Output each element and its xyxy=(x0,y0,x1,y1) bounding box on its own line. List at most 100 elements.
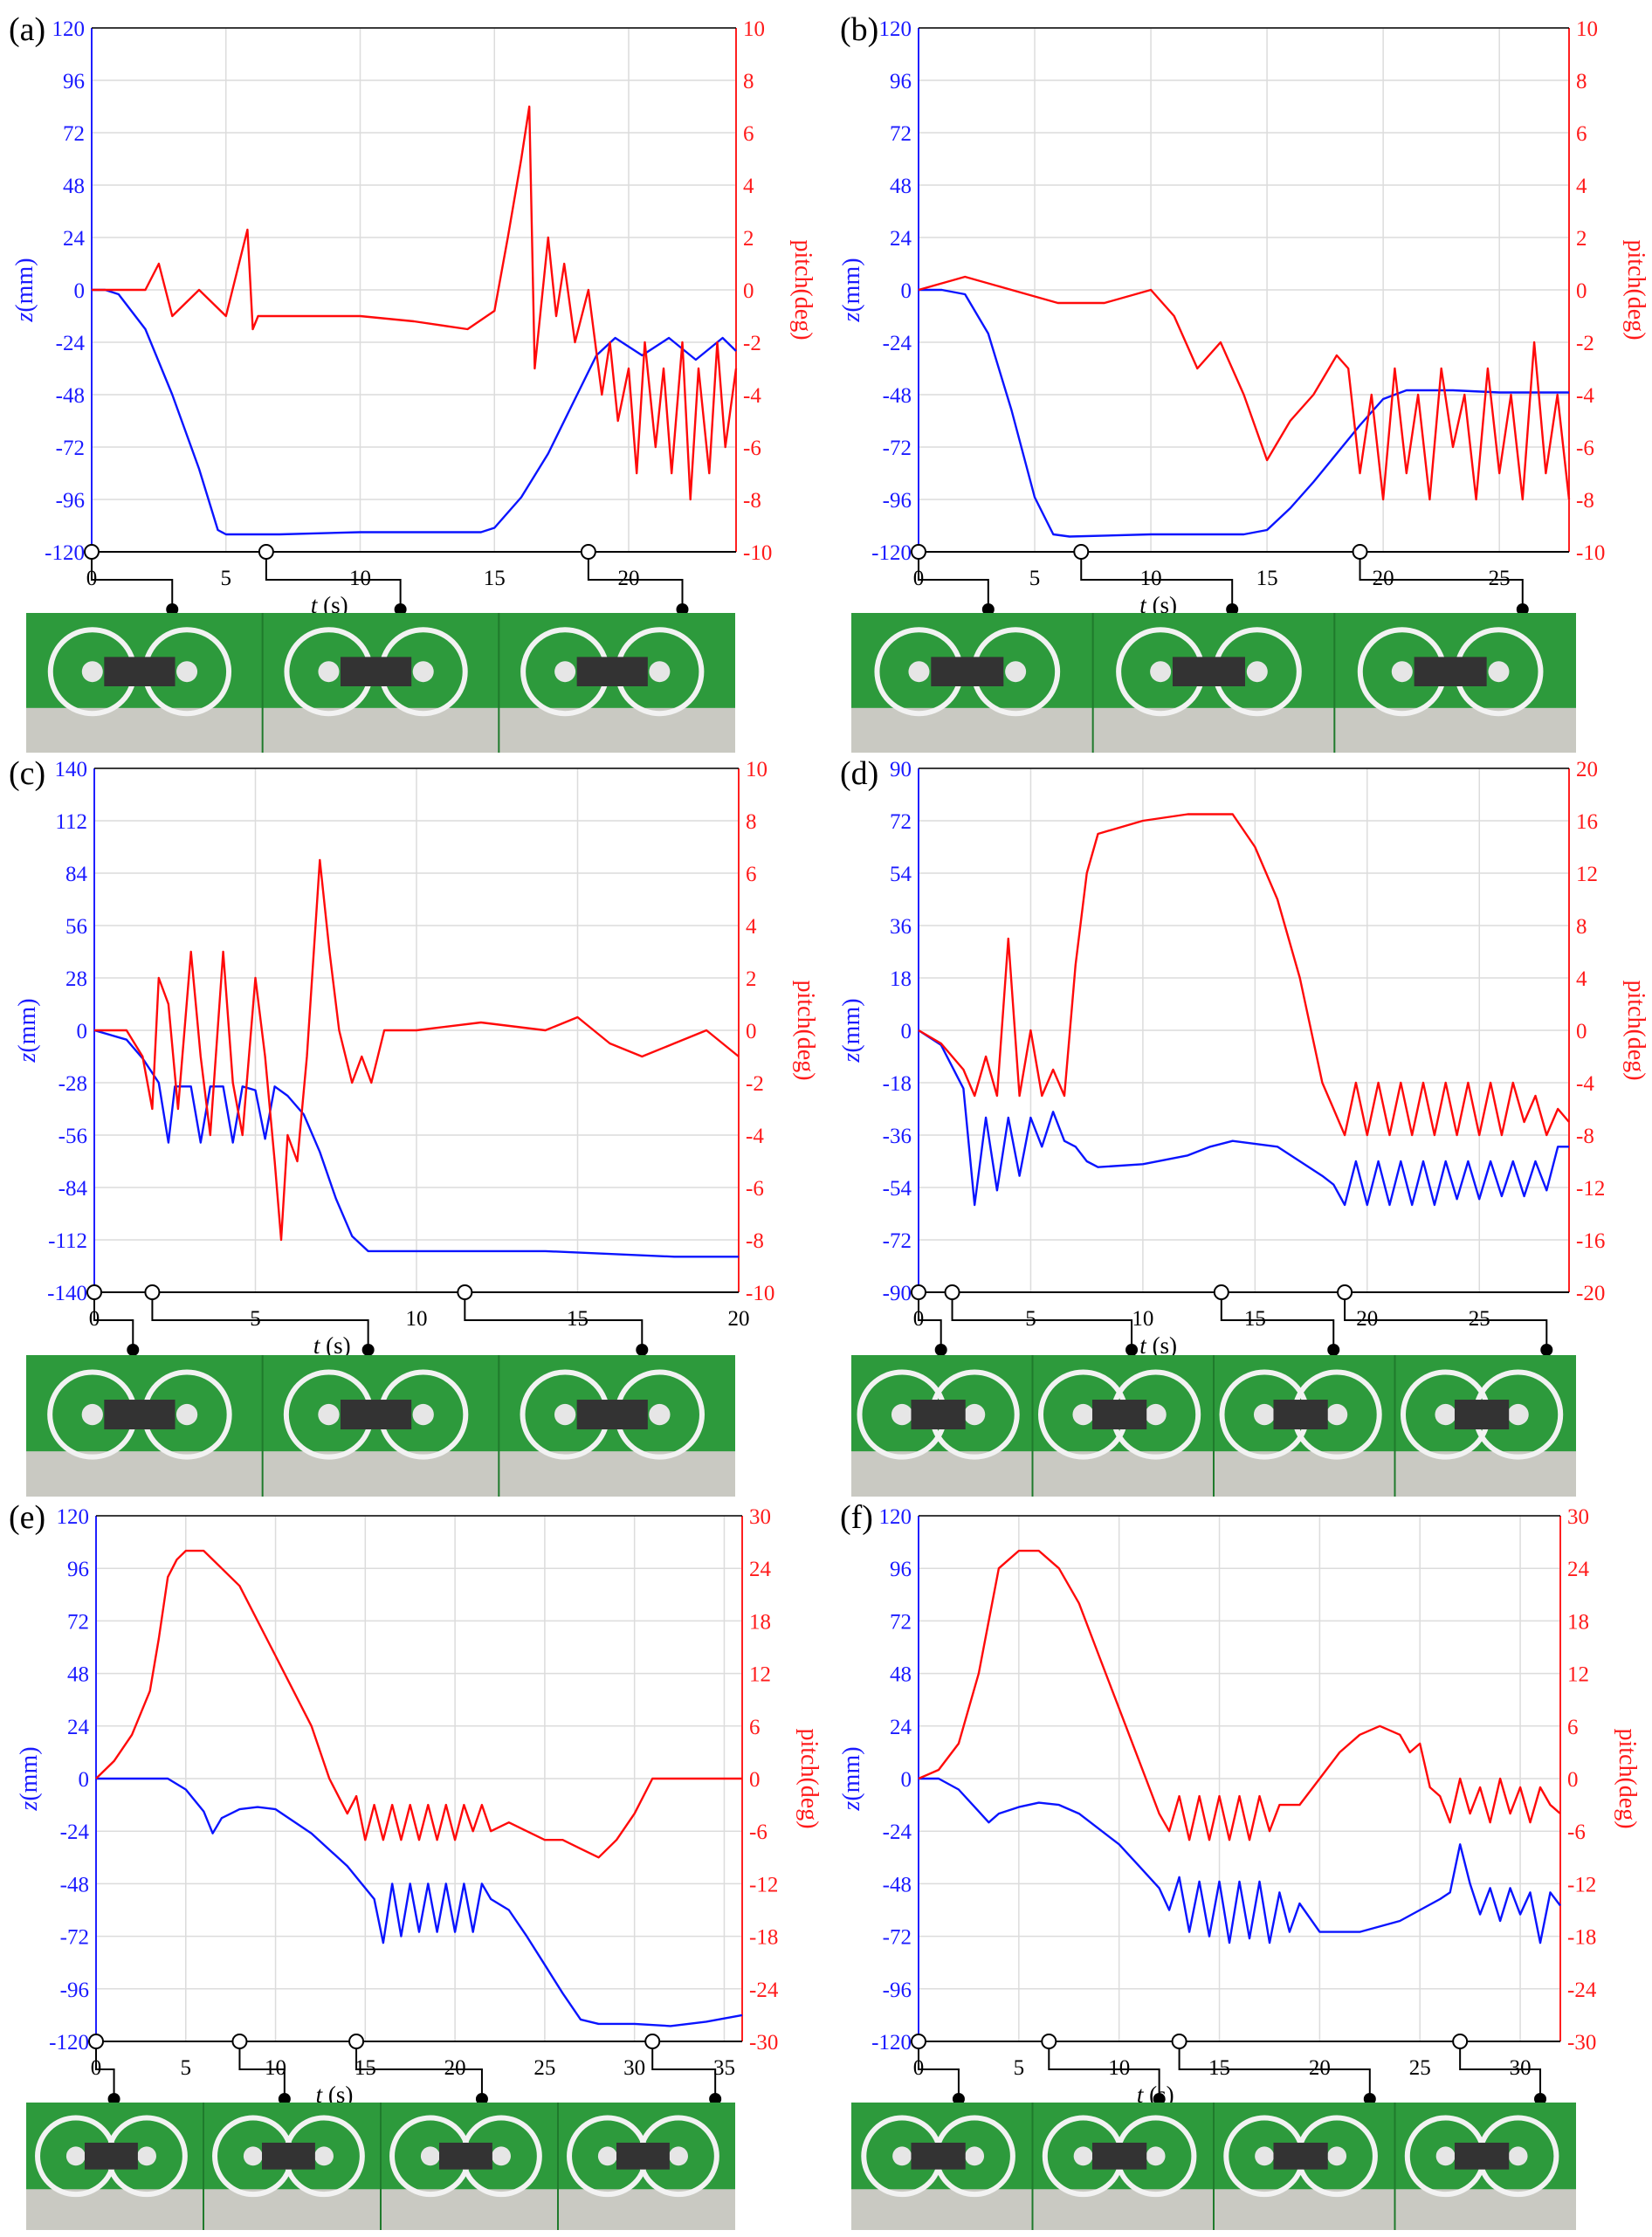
y-tick-left-label: 72 xyxy=(890,1610,912,1634)
marker-bracket xyxy=(1048,2048,1160,2099)
marker-filled-dot xyxy=(636,1344,649,1356)
marker-open-circle xyxy=(231,2034,248,2049)
marker-open-circle xyxy=(644,2034,661,2049)
x-tick-label: 5 xyxy=(1025,1307,1036,1331)
y-tick-left-label: 36 xyxy=(890,915,912,939)
y-axis-title-right: pitch(deg) xyxy=(792,980,819,1080)
y-axis-title-left-var: z xyxy=(16,1801,43,1812)
y-tick-right-label: 8 xyxy=(743,70,754,93)
marker-bracket xyxy=(95,2048,115,2099)
robot-body xyxy=(340,657,412,686)
x-axis-title-var: t xyxy=(1139,1332,1147,1359)
robot-hub xyxy=(908,661,930,683)
robot-body xyxy=(911,2142,966,2170)
marker-open-circle xyxy=(911,2034,926,2049)
marker-bracket xyxy=(91,559,174,609)
y-axis-title-left-var: z xyxy=(14,1053,41,1063)
x-tick-label: 35 xyxy=(713,2056,735,2080)
photo-strip-floor xyxy=(26,1451,735,1497)
y-tick-left-label: 120 xyxy=(879,1505,912,1529)
y-tick-left-label: 72 xyxy=(890,122,912,146)
y-tick-right-label: 18 xyxy=(1567,1610,1589,1634)
marker-open-circle xyxy=(84,544,100,560)
marker-bracket xyxy=(464,1299,644,1350)
y-tick-right-label: 12 xyxy=(1576,863,1598,886)
y-axis-title-left-var: z xyxy=(11,313,38,323)
marker-bracket xyxy=(1359,559,1524,609)
x-tick-label: 20 xyxy=(444,2056,466,2080)
photo-strip xyxy=(851,2103,1576,2230)
panel-label: (a) xyxy=(9,11,45,48)
marker-bracket xyxy=(1178,2048,1371,2099)
robot-body xyxy=(911,1400,966,1430)
x-tick-label: 15 xyxy=(1256,567,1278,590)
robot-hub xyxy=(554,661,576,683)
y-tick-left-label: 48 xyxy=(63,175,85,198)
panel-f: -120-96-72-48-24024487296120-30-24-18-12… xyxy=(838,1499,1641,2230)
y-tick-right-label: 4 xyxy=(743,175,754,198)
panel-label: (f) xyxy=(840,1499,873,1536)
y-tick-left-label: 24 xyxy=(67,1716,90,1739)
marker-open-circle xyxy=(1337,1284,1353,1300)
y-tick-right-label: 18 xyxy=(749,1610,771,1634)
panel-e: -120-96-72-48-24024487296120-30-24-18-12… xyxy=(9,1499,823,2230)
snapshot-markers xyxy=(911,2034,1547,2105)
y-axis-title-left: z(mm) xyxy=(838,998,865,1063)
y-tick-right-label: 4 xyxy=(746,915,757,939)
y-tick-left-label: -24 xyxy=(56,332,86,355)
robot-hub xyxy=(1072,1403,1094,1426)
y-tick-right-label: -10 xyxy=(1576,541,1605,565)
y-tick-left-label: -72 xyxy=(883,1926,912,1950)
robot-body xyxy=(104,1400,176,1430)
robot-hub xyxy=(1005,661,1027,683)
y-tick-right-label: -4 xyxy=(743,384,761,408)
y-tick-left-label: -96 xyxy=(56,489,85,513)
photo-strip xyxy=(851,1355,1576,1497)
y-axis-title-left-unit: (mm) xyxy=(14,998,41,1052)
marker-bracket xyxy=(951,1299,1133,1350)
x-tick-label: 20 xyxy=(1373,567,1394,590)
y-tick-left-label: -48 xyxy=(883,1873,912,1896)
grid-lines xyxy=(91,27,736,553)
x-tick-label: 30 xyxy=(623,2056,645,2080)
y-tick-left-label: 48 xyxy=(890,175,912,198)
y-tick-right-label: -6 xyxy=(746,1177,764,1201)
robot-body xyxy=(104,657,176,686)
marker-filled-dot xyxy=(934,1344,947,1356)
marker-bracket xyxy=(918,1299,942,1350)
y-tick-left-label: -90 xyxy=(883,1282,912,1305)
marker-bracket xyxy=(151,1299,369,1350)
robot-body xyxy=(340,1400,412,1430)
robot-hub xyxy=(1488,661,1510,683)
y-tick-left-label: 24 xyxy=(63,227,86,251)
snapshot-markers xyxy=(86,1284,649,1356)
y-tick-left-label: 72 xyxy=(63,122,85,146)
robot-hub xyxy=(81,1403,103,1426)
x-tick-label: 20 xyxy=(1356,1307,1378,1331)
y-tick-left-label: 54 xyxy=(890,863,912,886)
y-axis-title-right: pitch(deg) xyxy=(1614,1728,1641,1828)
marker-open-circle xyxy=(258,544,274,560)
y-tick-right-label: 6 xyxy=(743,122,754,146)
robot-hub xyxy=(65,2146,86,2166)
robot-hub xyxy=(318,661,340,683)
robot-body xyxy=(1414,657,1487,686)
robot-body xyxy=(1273,1400,1328,1430)
y-tick-right-label: 0 xyxy=(1576,1020,1587,1043)
robot-body xyxy=(261,2142,315,2170)
y-axis-title-right: pitch(deg) xyxy=(795,1728,823,1828)
snapshot-markers xyxy=(911,544,1529,616)
x-tick-label: 15 xyxy=(354,2056,376,2080)
y-tick-right-label: -4 xyxy=(1576,384,1594,408)
marker-bracket xyxy=(587,559,684,609)
marker-open-circle xyxy=(457,1284,473,1300)
y-tick-left-label: 72 xyxy=(890,810,912,834)
marker-bracket xyxy=(265,559,402,609)
robot-body xyxy=(1454,1400,1510,1430)
y-tick-left-label: 0 xyxy=(901,1020,912,1043)
y-tick-left-label: 24 xyxy=(890,227,912,251)
snapshot-markers xyxy=(84,544,689,616)
y-tick-left-label: 120 xyxy=(879,17,912,41)
y-tick-right-label: 30 xyxy=(1567,1505,1589,1529)
marker-filled-dot xyxy=(952,2093,965,2105)
